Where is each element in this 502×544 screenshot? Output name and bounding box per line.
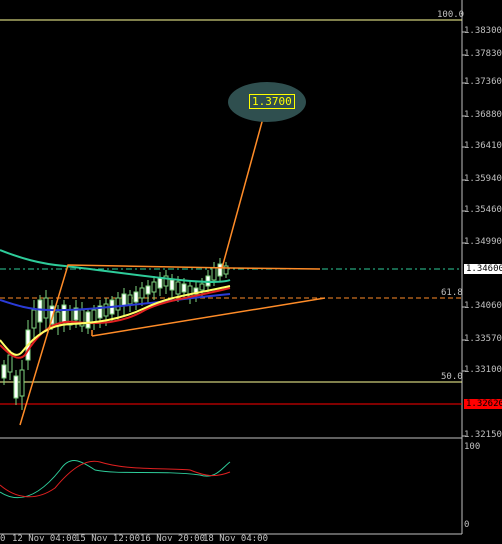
price-tick-label: 1.36880 <box>464 110 502 120</box>
price-tick-label: 1.33570 <box>464 334 502 344</box>
candle-body <box>115 297 121 311</box>
candle-body <box>169 279 175 291</box>
price-tick-label: 1.33100 <box>464 365 502 375</box>
candle-body <box>31 309 37 329</box>
candle-body <box>13 375 19 399</box>
target-projection-line <box>221 99 269 269</box>
time-label-3: 16 Nov 20:00 <box>140 534 206 544</box>
candle-body <box>223 265 229 275</box>
candle-body <box>97 305 103 319</box>
price-tick-label: 1.38300 <box>464 26 502 36</box>
candle-body <box>211 267 217 281</box>
ma-green-line <box>0 249 231 283</box>
time-label-0: 0 <box>0 534 6 544</box>
oscillator-line-red <box>0 460 231 498</box>
candle-body <box>103 303 109 317</box>
trendline-lower <box>91 297 326 337</box>
price-tick-label: 1.34060 <box>464 301 502 311</box>
price-tick-label: 1.34990 <box>464 237 502 247</box>
candle-body <box>163 275 169 287</box>
oscillator-max-label: 100 <box>464 442 481 452</box>
fib-100-label: 100.0 <box>437 10 465 20</box>
price-tick-label: 1.32150 <box>464 430 502 440</box>
candle-body <box>139 287 145 299</box>
candle-body <box>91 309 97 323</box>
candle-body <box>121 293 127 307</box>
trendline-upper <box>19 264 231 426</box>
candle-body <box>127 294 133 305</box>
candle-body <box>61 304 67 323</box>
trendline-upper-extension <box>229 267 321 270</box>
candle-body <box>133 291 139 303</box>
candle-body <box>181 283 187 293</box>
price-tick-label: 1.37360 <box>464 77 502 87</box>
fib-50-label: 50.0 <box>441 372 463 382</box>
candle-body <box>199 283 205 291</box>
price-tick-label: 1.36410 <box>464 141 502 151</box>
time-label-2: 15 Nov 12:00 <box>75 534 141 544</box>
candle-body <box>1 364 7 379</box>
candle-body <box>43 297 49 319</box>
target-price-label[interactable]: 1.3700 <box>249 94 295 109</box>
candle-body <box>7 354 13 373</box>
current-price-tag: 1.34600 <box>464 264 502 274</box>
time-label-1: 12 Nov 04:00 <box>12 534 78 544</box>
price-ticks <box>462 31 466 437</box>
oscillator-line-green <box>0 460 231 499</box>
price-tick-label: 1.35940 <box>464 174 502 184</box>
candle-body <box>157 277 163 289</box>
candle-body <box>19 369 25 397</box>
oscillator-min-label: 0 <box>464 520 470 530</box>
ma-red-line <box>0 287 231 359</box>
candle-body <box>151 281 157 293</box>
ma-yellow-line <box>0 285 231 356</box>
candle-body <box>175 281 181 295</box>
candle-body <box>49 305 55 325</box>
support-price-tag: 1.32620 <box>464 399 502 409</box>
candle-body <box>37 299 43 323</box>
candle-body <box>217 263 223 277</box>
candle-body <box>73 307 79 321</box>
price-tick-label: 1.35460 <box>464 205 502 215</box>
time-label-4: 18 Nov 04:00 <box>203 534 269 544</box>
price-tick-label: 1.37830 <box>464 49 502 59</box>
ma-blue-line <box>0 293 231 312</box>
candle-body <box>145 285 151 295</box>
fib-61-label: 61.8 <box>441 288 463 298</box>
candle-body <box>85 311 91 329</box>
